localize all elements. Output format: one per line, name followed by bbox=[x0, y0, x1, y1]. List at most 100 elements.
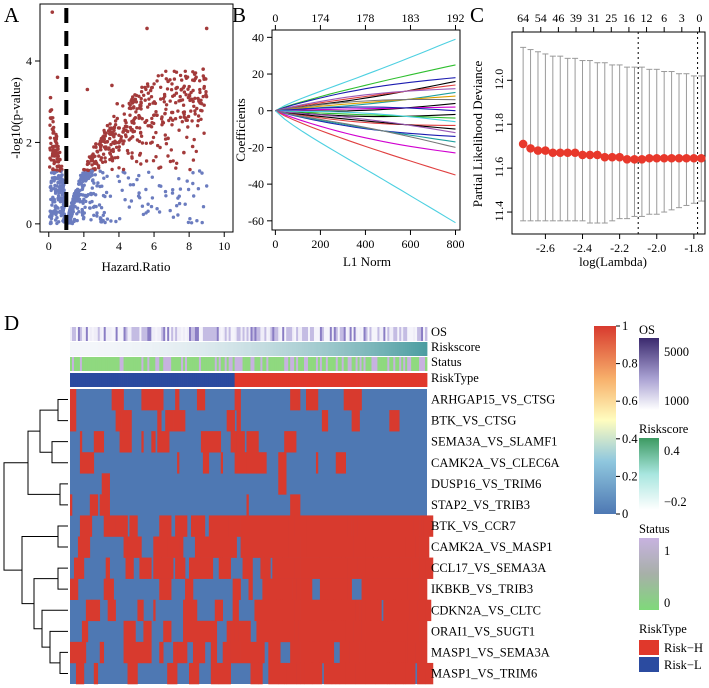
panel-b-path-s8 bbox=[275, 95, 456, 112]
heatmap-cell-r0-c111 bbox=[290, 389, 299, 411]
panel-a-point-179 bbox=[191, 181, 195, 186]
heatmap-cell-r12-c152 bbox=[371, 641, 378, 664]
status-track-cell-90 bbox=[248, 357, 251, 371]
panel-a-point-666 bbox=[139, 162, 143, 166]
riskscore-track-cell-116 bbox=[300, 342, 303, 356]
riskscore-track-cell-143 bbox=[353, 342, 356, 356]
status-track-cell-138 bbox=[343, 357, 347, 371]
risktype-track-cell-76 bbox=[220, 373, 224, 387]
status-track-cell-87 bbox=[242, 357, 245, 371]
heatmap-cell-r11-c132 bbox=[331, 620, 335, 643]
os-track-cell-127 bbox=[321, 327, 325, 341]
panel-c-mean-point-4 bbox=[548, 148, 558, 158]
os-track-cell-19 bbox=[107, 327, 111, 341]
heatmap-cell-r1-c56 bbox=[181, 410, 186, 432]
riskscore-track-cell-3 bbox=[75, 342, 79, 356]
heatmap-cell-r6-c110 bbox=[288, 515, 295, 537]
heatmap-cell-r6-c120 bbox=[308, 515, 317, 537]
panel-a-point-599 bbox=[55, 164, 59, 169]
riskscore-track-cell-154 bbox=[375, 342, 378, 356]
panel-a-point-674 bbox=[144, 159, 149, 163]
colorbar-tick-label-5: 0 bbox=[622, 507, 628, 521]
panel-a-point-644 bbox=[53, 138, 57, 143]
panel-a-points bbox=[48, 10, 209, 226]
panel-b-toptick-label-3: 183 bbox=[401, 11, 419, 25]
panel-a-outlier-960 bbox=[183, 116, 188, 120]
riskscore-track-cell-67 bbox=[202, 342, 206, 356]
panel-a-point-687 bbox=[89, 218, 93, 222]
heatmap-cell-r12-c149 bbox=[365, 641, 372, 664]
riskscore-track-cell-64 bbox=[196, 342, 200, 356]
riskscore-track-cell-42 bbox=[153, 342, 156, 356]
os-track-cell-21 bbox=[111, 327, 115, 341]
os-track-cell-96 bbox=[260, 327, 263, 341]
heatmap-cell-r10-c179 bbox=[425, 599, 432, 622]
heatmap-cell-r13-c29 bbox=[127, 662, 138, 685]
riskscore-track-cell-26 bbox=[121, 342, 124, 356]
os-track-cell-158 bbox=[383, 327, 386, 341]
status-track-cell-147 bbox=[361, 357, 364, 371]
panel-a-point-919 bbox=[48, 156, 52, 160]
panel-c-mean-point-23 bbox=[689, 153, 699, 163]
risktype-track-cell-116 bbox=[300, 373, 303, 387]
heatmap-cell-r13-c132 bbox=[331, 662, 337, 685]
status-track-cell-30 bbox=[129, 357, 132, 371]
panel-a-point-715 bbox=[89, 159, 93, 163]
riskscore-track-cell-160 bbox=[387, 342, 390, 356]
riskscore-track-cell-40 bbox=[149, 342, 152, 356]
risktype-track-cell-98 bbox=[264, 373, 267, 387]
panel-a-point-407 bbox=[143, 98, 147, 102]
os-track-cell-170 bbox=[407, 327, 410, 341]
panel-a-point-724 bbox=[170, 82, 174, 86]
risktype-track-cell-85 bbox=[238, 373, 241, 387]
status-track-cell-22 bbox=[113, 357, 117, 371]
panel-a-point-284 bbox=[146, 105, 150, 109]
panel-a-point-797 bbox=[177, 128, 181, 132]
heatmap-cell-r2-c72 bbox=[212, 431, 222, 453]
panel-a-point-942 bbox=[60, 208, 65, 212]
panel-c-mean-point-11 bbox=[600, 152, 610, 162]
risktype-track-cell-66 bbox=[200, 373, 204, 387]
risktype-track-cell-36 bbox=[141, 373, 144, 387]
panel-b-ytick-label-4: 20 bbox=[252, 67, 264, 81]
heatmap-cell-r7-c109 bbox=[286, 536, 289, 558]
os-track-cell-38 bbox=[145, 327, 148, 341]
risktype-track-cell-97 bbox=[262, 373, 265, 387]
riskscore-track-cell-102 bbox=[272, 342, 275, 356]
status-track-cell-179 bbox=[425, 357, 428, 371]
status-track-cell-102 bbox=[272, 357, 275, 371]
heatmap-cell-r13-c144 bbox=[355, 662, 366, 685]
panel-a-point-807 bbox=[60, 192, 64, 197]
status-track-cell-144 bbox=[355, 357, 358, 371]
risktype-track-cell-100 bbox=[268, 373, 271, 387]
panel-a-point-580 bbox=[186, 220, 191, 225]
status-track-cell-70 bbox=[208, 357, 212, 371]
panel-a-point-124 bbox=[83, 205, 87, 209]
heatmap-cell-r8-c131 bbox=[329, 557, 333, 579]
status-track-cell-23 bbox=[115, 357, 118, 371]
risktype-track-cell-93 bbox=[254, 373, 257, 387]
panel-a-point-487 bbox=[179, 88, 183, 92]
legend-riskscore-title: Riskscore bbox=[639, 422, 689, 436]
heatmap-cell-r10-c8 bbox=[85, 599, 93, 622]
panel-a-point-220 bbox=[147, 170, 151, 174]
risktype-track-cell-83 bbox=[234, 373, 237, 387]
os-track-cell-150 bbox=[367, 327, 370, 341]
legend-os-gradient bbox=[639, 338, 659, 410]
panel-a-point-583 bbox=[97, 142, 102, 146]
panel-a-point-257 bbox=[137, 173, 141, 178]
panel-a-point-268 bbox=[168, 99, 172, 103]
status-track-cell-174 bbox=[415, 357, 418, 371]
risktype-track-cell-133 bbox=[333, 373, 337, 387]
panel-a-outlier-959 bbox=[85, 87, 90, 92]
heatmap-cell-r8-c66 bbox=[200, 557, 214, 579]
os-track-cell-133 bbox=[333, 327, 337, 341]
riskscore-track-cell-140 bbox=[347, 342, 351, 356]
heatmap-cell-r6-c17 bbox=[103, 515, 116, 537]
panel-a-point-273 bbox=[108, 136, 112, 141]
row-label-camk2a_vs_clec6a: CAMK2A_VS_CLEC6A bbox=[431, 456, 560, 470]
status-track-cell-27 bbox=[123, 357, 126, 371]
colorbar-tick-label-3: 0.4 bbox=[622, 432, 638, 446]
panel-a-outlier-958 bbox=[201, 67, 205, 71]
panel-a-point-130 bbox=[92, 213, 96, 217]
